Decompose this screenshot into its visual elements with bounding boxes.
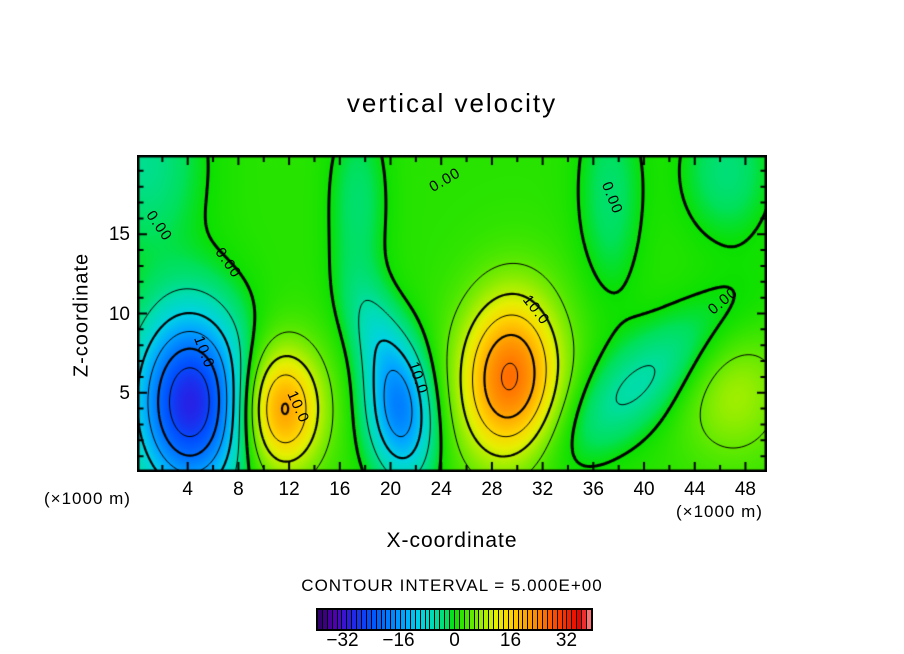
y-tick-label: 5 [119, 382, 130, 404]
colorbar-stripe [538, 610, 543, 629]
colorbar-stripe [337, 610, 343, 629]
colorbar-stripe [513, 610, 519, 629]
y-tick-label: 10 [108, 303, 130, 325]
colorbar-stripe [454, 610, 460, 629]
colorbar-stripe [396, 610, 402, 629]
colorbar-stripe [391, 610, 397, 629]
colorbar-stripe [445, 610, 451, 629]
colorbar-stripe [410, 610, 416, 629]
x-tick-label: 36 [582, 479, 604, 500]
x-axis-label: X-coordinate [386, 529, 518, 552]
colorbar-stripe [381, 610, 387, 629]
colorbar-stripe [518, 610, 524, 629]
colorbar-stripe [582, 610, 587, 629]
colorbar-stripe [450, 610, 455, 629]
x-tick-label: 20 [379, 479, 402, 500]
colorbar-stripe [430, 610, 436, 629]
colorbar-stripe [342, 610, 348, 629]
colorbar-stripe [376, 610, 382, 629]
colorbar-stripe [357, 610, 363, 629]
colorbar-stripe [498, 610, 504, 629]
colorbar-stripe [508, 610, 514, 629]
colorbar-tick-label: 16 [499, 630, 522, 651]
colorbar-stripe [542, 610, 548, 629]
x-tick-label: 40 [633, 479, 655, 500]
colorbar-stripe [406, 610, 411, 629]
colorbar-stripe [562, 610, 568, 629]
colorbar-stripe [440, 610, 446, 629]
colorbar-stripe [415, 610, 421, 629]
contour-plot-canvas [137, 155, 767, 472]
x-tick-label: 16 [329, 479, 351, 500]
colorbar-stripe [557, 610, 563, 629]
colorbar-stripe [479, 610, 485, 629]
colorbar-stripe [552, 610, 558, 629]
colorbar-stripe [401, 610, 407, 629]
colorbar-stripe [371, 610, 377, 629]
colorbar-stripe [322, 610, 328, 629]
colorbar-stripe [362, 610, 367, 629]
colorbar-stripe [327, 610, 333, 629]
colorbar-stripe [366, 610, 372, 629]
x-tick-label: 12 [278, 479, 300, 500]
colorbar-stripe [484, 610, 490, 629]
colorbar-stripe [577, 610, 583, 629]
x-tick-label: 32 [532, 479, 554, 500]
x-axis-unit-right: (×1000 m) [676, 502, 763, 521]
colorbar-stripe [547, 610, 553, 629]
colorbar-stripe [425, 610, 431, 629]
x-tick-label: 28 [481, 479, 503, 500]
colorbar-stripe [572, 610, 578, 629]
colorbar-stripe [586, 610, 591, 629]
colorbar-stripe [567, 610, 573, 629]
colorbar-stripe [435, 610, 441, 629]
chart-title: vertical velocity [346, 88, 558, 118]
colorbar-stripe [474, 610, 480, 629]
colorbar-stripe [494, 610, 499, 629]
colorbar-stripe [386, 610, 392, 629]
colorbar-tick-label: −32 [326, 630, 359, 651]
colorbar-stripe [503, 610, 509, 629]
colorbar-stripe [469, 610, 475, 629]
colorbar-tick-label: 0 [449, 630, 460, 651]
x-tick-label: 44 [684, 479, 706, 500]
colorbar-stripe [459, 610, 465, 629]
colorbar-stripe [523, 610, 529, 629]
colorbar-stripe [533, 610, 539, 629]
colorbar [316, 608, 593, 631]
contour-plot: 0.00 0.00 0.00 0.00 0.00 10.0 10.0 10.0 10.0 [137, 155, 767, 472]
colorbar-stripe [489, 610, 495, 629]
colorbar-stripe [464, 610, 470, 629]
x-axis-unit-left: (×1000 m) [44, 489, 131, 508]
colorbar-tick-label: −16 [382, 630, 415, 651]
colorbar-stripe [420, 610, 426, 629]
colorbar-tick-label: 32 [555, 630, 578, 651]
colorbar-stripe [352, 610, 358, 629]
colorbar-stripe [332, 610, 338, 629]
x-tick-label: 4 [182, 479, 193, 500]
x-tick-label: 24 [430, 479, 452, 500]
x-tick-label: 48 [734, 479, 756, 500]
colorbar-stripe [347, 610, 353, 629]
contour-interval-note: CONTOUR INTERVAL = 5.000E+00 [301, 576, 603, 595]
colorbar-stripe [528, 610, 534, 629]
y-tick-label: 15 [108, 224, 130, 246]
x-tick-label: 8 [233, 479, 244, 500]
colorbar-stripe [318, 610, 323, 629]
